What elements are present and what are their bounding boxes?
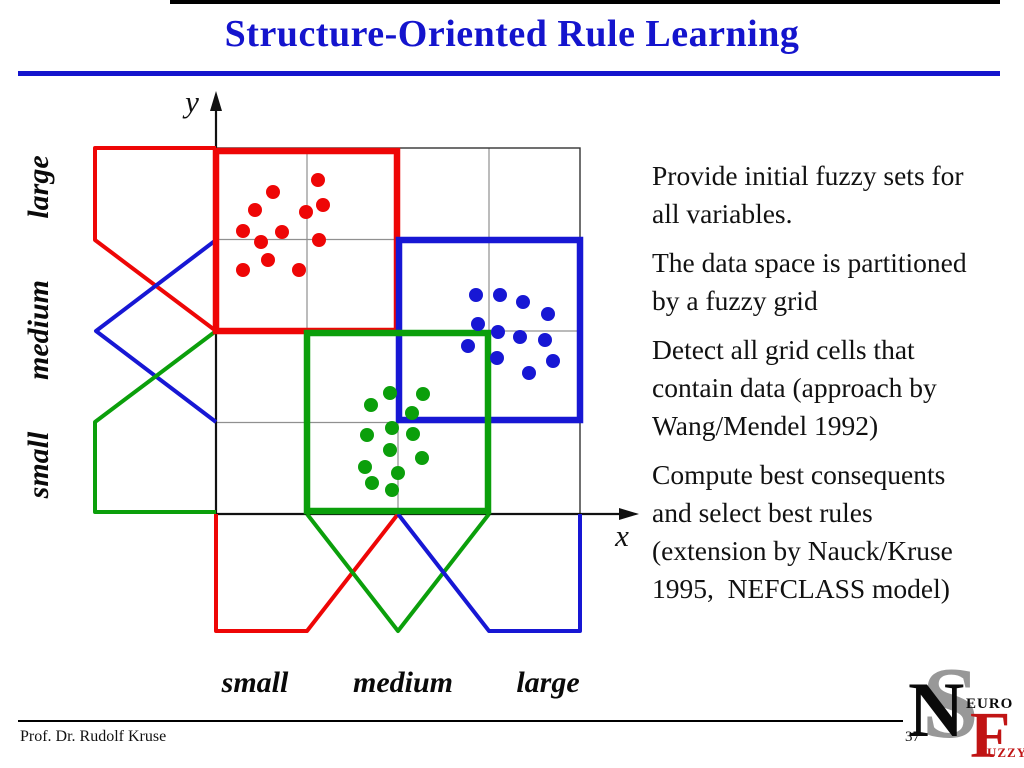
note-line: Detect all grid cells that (652, 334, 915, 365)
fuzzy-set-y-large (93, 146, 218, 333)
data-point-green (415, 451, 429, 465)
data-point-green (358, 460, 372, 474)
data-point-green (385, 483, 399, 497)
logo-text-euro: EURO (966, 696, 1014, 712)
x-axis-label: x (614, 518, 629, 553)
note-line: Wang/Mendel 1992) (652, 410, 879, 441)
x-partition-label: medium (353, 666, 453, 699)
data-point-red (311, 173, 325, 187)
y-partition-label: large (22, 155, 55, 218)
data-point-blue (493, 288, 507, 302)
green-cell (303, 329, 492, 515)
y-axis-arrow (210, 91, 222, 111)
data-point-red (292, 263, 306, 277)
data-point-blue (469, 288, 483, 302)
data-point-blue (516, 295, 530, 309)
note-line: 1995, NEFCLASS model) (652, 573, 950, 604)
logo-letter-f: F (970, 699, 1011, 768)
data-point-blue (546, 354, 560, 368)
data-point-red (248, 203, 262, 217)
data-point-green (364, 398, 378, 412)
notes-text-block: Provide initial fuzzy sets for all variab… (652, 157, 1022, 619)
x-axis-arrow (619, 508, 639, 520)
neuro-fuzzy-logo: S N EURO F UZZY (900, 645, 1024, 768)
data-point-red (316, 198, 330, 212)
note-paragraph: Compute best consequents and select best … (652, 456, 1022, 608)
note-line: contain data (approach by (652, 372, 937, 403)
data-point-green (416, 387, 430, 401)
x-partition-label: large (516, 666, 579, 699)
data-point-red (254, 235, 268, 249)
note-line: by a fuzzy grid (652, 285, 818, 316)
data-point-blue (491, 325, 505, 339)
page-title: Structure-Oriented Rule Learning (224, 13, 800, 55)
y-partition-label: small (22, 431, 55, 499)
data-point-red (312, 233, 326, 247)
note-line: Provide initial fuzzy sets for (652, 160, 964, 191)
data-point-blue (461, 339, 475, 353)
title-underline (18, 71, 1000, 76)
note-line: all variables. (652, 198, 793, 229)
data-point-green (383, 443, 397, 457)
footer-author: Prof. Dr. Rudolf Kruse (20, 728, 167, 745)
note-line: Compute best consequents (652, 459, 946, 490)
footer-rule (18, 720, 903, 722)
data-point-red (299, 205, 313, 219)
note-paragraph: Provide initial fuzzy sets for all variab… (652, 157, 1022, 233)
fuzzy-set-y-small (93, 329, 218, 514)
data-point-blue (522, 366, 536, 380)
data-point-blue (490, 351, 504, 365)
note-line: (extension by Nauck/Kruse (652, 535, 953, 566)
data-point-green (383, 386, 397, 400)
note-line: and select best rules (652, 497, 873, 528)
data-point-red (266, 185, 280, 199)
data-point-blue (513, 330, 527, 344)
data-point-blue (541, 307, 555, 321)
data-point-green (385, 421, 399, 435)
data-point-green (405, 406, 419, 420)
data-point-green (406, 427, 420, 441)
fuzzy-set-x-small (214, 512, 400, 633)
y-axis-label: y (182, 84, 199, 119)
data-point-red (236, 263, 250, 277)
page-number: 37 (905, 729, 920, 745)
data-point-green (391, 466, 405, 480)
note-line: The data space is partitioned (652, 247, 967, 278)
note-paragraph: The data space is partitioned by a fuzzy … (652, 244, 1022, 320)
data-point-blue (471, 317, 485, 331)
logo-letter-s: S (922, 647, 979, 760)
y-partition-label: medium (22, 280, 55, 380)
x-partition-label: small (221, 666, 289, 699)
logo-letter-n: N (908, 666, 965, 753)
logo-text-uzzy: UZZY (987, 745, 1024, 760)
data-point-red (275, 225, 289, 239)
data-point-green (360, 428, 374, 442)
data-point-red (261, 253, 275, 267)
data-point-green (365, 476, 379, 490)
fuzzy-set-x-large (396, 512, 582, 633)
top-rule (170, 0, 1000, 4)
fuzzy-set-x-medium (305, 512, 491, 633)
data-point-blue (538, 333, 552, 347)
data-point-red (236, 224, 250, 238)
note-paragraph: Detect all grid cells that contain data (… (652, 331, 1022, 445)
fuzzy-set-y-medium (94, 238, 218, 424)
